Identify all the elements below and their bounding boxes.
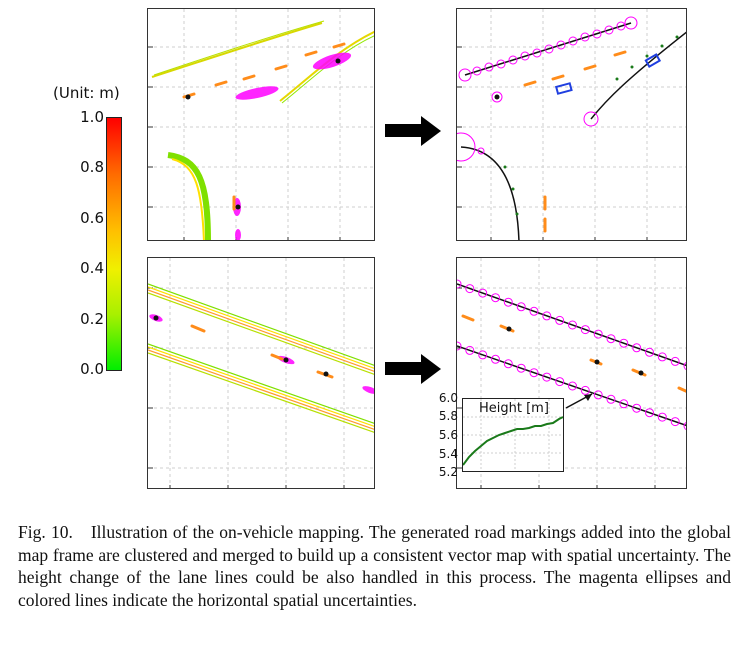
height-inset-plot	[462, 399, 564, 471]
uncertainty-circle	[683, 361, 686, 371]
colorbar-tick: 0.4	[80, 259, 104, 277]
uncertainty-circle	[580, 325, 590, 335]
caption-label: Fig. 10.	[18, 522, 73, 542]
uncertainty-circle	[465, 345, 475, 355]
uncertainty-circle	[529, 306, 539, 316]
uncertainty-circle	[555, 315, 565, 325]
panel-raw-top	[147, 8, 375, 241]
uncertainty-circle	[593, 390, 603, 400]
caption-text: Illustration of the on-vehicle mapping. …	[18, 522, 731, 610]
uncertainty-circle	[645, 347, 654, 357]
colorbar-tick: 0.6	[80, 209, 104, 227]
uncertainty-circle	[580, 385, 590, 395]
transform-arrow-top	[385, 116, 441, 146]
uncertainty-circle	[516, 363, 526, 373]
panel-merged-top-plot	[457, 9, 686, 240]
colorbar-unit-label: (Unit: m)	[53, 84, 120, 102]
uncertainty-circle	[465, 284, 475, 294]
uncertainty-circle	[503, 297, 513, 307]
inset-ytick: 5.6	[438, 428, 458, 442]
height-inset-chart	[462, 398, 564, 472]
uncertainty-circle	[478, 288, 488, 298]
uncertainty-ellipses	[457, 279, 686, 431]
inset-ytick: 5.2	[438, 465, 458, 479]
figure-caption: Fig. 10. Illustration of the on-vehicle m…	[18, 521, 731, 611]
uncertainty-circle	[491, 293, 500, 303]
uncertainty-circle	[491, 354, 500, 364]
colorbar-tick: 0.0	[80, 360, 104, 378]
panel-merged-top	[456, 8, 687, 241]
height-series-line	[462, 416, 564, 466]
colorbar	[106, 117, 122, 371]
uncertainty-circle	[568, 320, 577, 330]
uncertainty-circle	[670, 417, 680, 427]
uncertainty-circle	[568, 381, 577, 391]
inset-ytick: 5.4	[438, 447, 458, 461]
panel-raw-top-plot	[148, 9, 374, 240]
uncertainty-circle	[478, 350, 488, 360]
uncertainty-circle	[542, 372, 552, 382]
uncertainty-circle	[457, 341, 462, 351]
colorbar-tick: 0.2	[80, 310, 104, 328]
uncertainty-circle	[619, 399, 629, 409]
uncertainty-circle	[657, 352, 667, 362]
uncertainty-circle	[457, 279, 462, 289]
uncertainty-circle	[670, 356, 680, 366]
inset-ytick: 5.8	[438, 409, 458, 423]
panel-raw-bottom	[147, 257, 375, 489]
height-inset-title: Height [m]	[479, 401, 549, 416]
uncertainty-circle	[542, 311, 552, 321]
panel-merged-bottom-plot	[457, 258, 686, 488]
uncertainty-circle	[503, 359, 513, 369]
uncertainty-circle	[657, 412, 667, 422]
uncertainty-circle	[645, 408, 654, 418]
colorbar-tick: 0.8	[80, 158, 104, 176]
uncertainty-circle	[606, 334, 616, 344]
uncertainty-circle	[529, 368, 539, 378]
uncertainty-circle	[683, 421, 686, 431]
uncertainty-circle	[516, 302, 526, 312]
inset-ytick: 6.0	[438, 391, 458, 405]
transform-arrow-bottom	[385, 354, 441, 384]
figure: (Unit: m) 1.0 0.8 0.6 0.4 0.2 0.0	[53, 8, 687, 489]
inset-pointer-arrow	[565, 393, 593, 409]
uncertainty-circle	[606, 394, 616, 404]
uncertainty-circle	[593, 329, 603, 339]
uncertainty-circle	[632, 343, 642, 353]
uncertainty-circle	[619, 338, 629, 348]
colorbar-tick: 1.0	[80, 108, 104, 126]
uncertainty-circle	[555, 377, 565, 387]
uncertainty-circle	[632, 403, 642, 413]
panel-raw-bottom-plot	[148, 258, 374, 488]
